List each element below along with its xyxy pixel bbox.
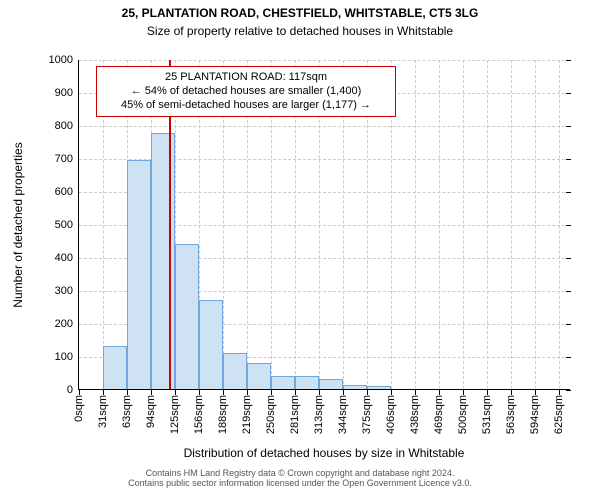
ytick-label: 800 <box>55 120 79 132</box>
x-axis-label: Distribution of detached houses by size … <box>78 446 570 460</box>
xtick-mark <box>391 390 392 395</box>
xtick-mark <box>343 390 344 395</box>
chart-title: 25, PLANTATION ROAD, CHESTFIELD, WHITSTA… <box>0 6 600 20</box>
xtick-mark <box>367 390 368 395</box>
grid-line-v <box>511 60 512 389</box>
annotation-box: 25 PLANTATION ROAD: 117sqm ← 54% of deta… <box>96 66 396 117</box>
xtick-label: 625sqm <box>553 389 565 434</box>
xtick-label: 250sqm <box>265 389 277 434</box>
xtick-mark <box>175 390 176 395</box>
annotation-line-3: 45% of semi-detached houses are larger (… <box>105 99 387 113</box>
xtick-mark <box>271 390 272 395</box>
ytick-mark <box>566 60 571 61</box>
histogram-bar <box>175 244 199 389</box>
grid-line-v <box>559 60 560 389</box>
ytick-label: 100 <box>55 351 79 363</box>
ytick-mark <box>566 159 571 160</box>
xtick-mark <box>295 390 296 395</box>
chart-container: 25, PLANTATION ROAD, CHESTFIELD, WHITSTA… <box>0 0 600 500</box>
grid-line-v <box>439 60 440 389</box>
histogram-bar <box>319 379 343 389</box>
xtick-mark <box>535 390 536 395</box>
xtick-label: 438sqm <box>409 389 421 434</box>
xtick-label: 219sqm <box>241 389 253 434</box>
histogram-bar <box>127 160 151 389</box>
ytick-mark <box>566 291 571 292</box>
xtick-label: 125sqm <box>169 389 181 434</box>
xtick-label: 375sqm <box>361 389 373 434</box>
ytick-mark <box>566 258 571 259</box>
histogram-bar <box>271 376 295 389</box>
histogram-bar <box>223 353 247 389</box>
xtick-mark <box>127 390 128 395</box>
xtick-mark <box>151 390 152 395</box>
xtick-label: 344sqm <box>337 389 349 434</box>
annotation-line-1: 25 PLANTATION ROAD: 117sqm <box>105 71 387 85</box>
ytick-label: 700 <box>55 153 79 165</box>
xtick-label: 469sqm <box>433 389 445 434</box>
xtick-label: 594sqm <box>529 389 541 434</box>
grid-line-h <box>79 60 570 61</box>
xtick-mark <box>247 390 248 395</box>
xtick-label: 406sqm <box>385 389 397 434</box>
histogram-bar <box>151 133 175 389</box>
ytick-mark <box>566 390 571 391</box>
footer-line-1: Contains HM Land Registry data © Crown c… <box>0 468 600 478</box>
xtick-mark <box>319 390 320 395</box>
histogram-bar <box>343 385 367 389</box>
xtick-mark <box>199 390 200 395</box>
ytick-mark <box>566 324 571 325</box>
y-axis-label: Number of detached properties <box>11 60 25 390</box>
xtick-mark <box>487 390 488 395</box>
xtick-mark <box>439 390 440 395</box>
xtick-label: 281sqm <box>289 389 301 434</box>
footer: Contains HM Land Registry data © Crown c… <box>0 468 600 488</box>
histogram-bar <box>103 346 127 389</box>
ytick-label: 900 <box>55 87 79 99</box>
ytick-label: 200 <box>55 318 79 330</box>
ytick-label: 400 <box>55 252 79 264</box>
ytick-mark <box>566 357 571 358</box>
xtick-label: 313sqm <box>313 389 325 434</box>
xtick-label: 531sqm <box>481 389 493 434</box>
histogram-bar <box>199 300 223 389</box>
xtick-label: 188sqm <box>217 389 229 434</box>
ytick-mark <box>566 93 571 94</box>
xtick-mark <box>415 390 416 395</box>
xtick-mark <box>463 390 464 395</box>
histogram-bar <box>247 363 271 389</box>
chart-subtitle: Size of property relative to detached ho… <box>0 24 600 38</box>
grid-line-h <box>79 126 570 127</box>
xtick-label: 156sqm <box>193 389 205 434</box>
xtick-mark <box>559 390 560 395</box>
ytick-label: 600 <box>55 186 79 198</box>
grid-line-v <box>415 60 416 389</box>
histogram-bar <box>295 376 319 389</box>
grid-line-v <box>487 60 488 389</box>
ytick-mark <box>566 192 571 193</box>
xtick-mark <box>103 390 104 395</box>
ytick-label: 500 <box>55 219 79 231</box>
ytick-mark <box>566 225 571 226</box>
ytick-mark <box>566 126 571 127</box>
annotation-line-2: ← 54% of detached houses are smaller (1,… <box>105 85 387 99</box>
histogram-bar <box>367 386 391 389</box>
ytick-label: 300 <box>55 285 79 297</box>
xtick-mark <box>79 390 80 395</box>
xtick-label: 500sqm <box>457 389 469 434</box>
grid-line-v <box>535 60 536 389</box>
grid-line-v <box>463 60 464 389</box>
xtick-label: 563sqm <box>505 389 517 434</box>
xtick-mark <box>223 390 224 395</box>
ytick-label: 1000 <box>49 54 79 66</box>
xtick-mark <box>511 390 512 395</box>
footer-line-2: Contains public sector information licen… <box>0 478 600 488</box>
